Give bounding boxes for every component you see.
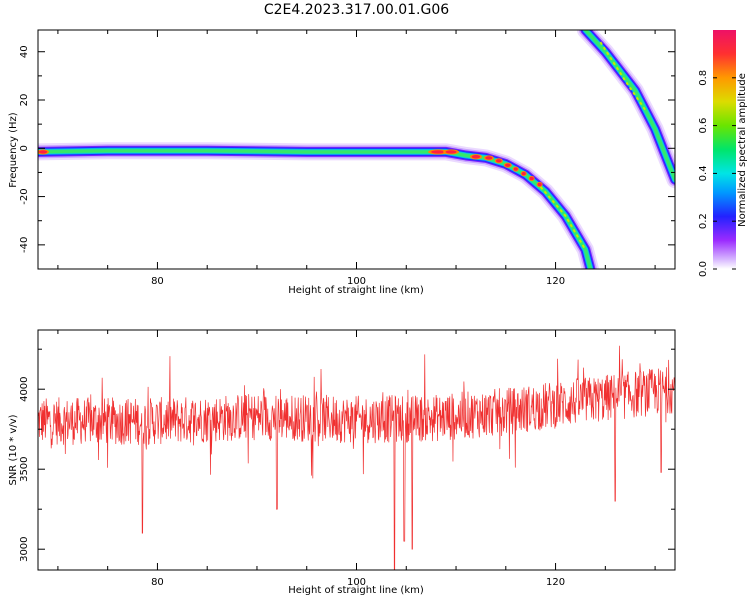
snr-xlabel: Height of straight line (km) (288, 585, 424, 596)
y-tick-label: 3500 (19, 456, 30, 481)
x-tick-label: 120 (546, 577, 565, 588)
y-tick-label: 40 (19, 45, 30, 58)
y-tick-label: 4000 (19, 376, 30, 401)
x-tick-label: 80 (151, 276, 164, 287)
y-tick-label: -40 (19, 237, 30, 253)
spectral-peak-core (431, 150, 446, 154)
snr-axes: 80 100 120 3000 3500 4000 (19, 330, 675, 588)
x-tick-label: 100 (347, 276, 366, 287)
colorbar-label: Normalized spectral amplitude (737, 73, 748, 227)
x-tick-label: 80 (151, 577, 164, 588)
colorbar-gradient (713, 30, 736, 269)
figure-title: C2E4.2023.317.00.01.G06 (263, 2, 450, 18)
spectral-peak-core (513, 167, 518, 171)
spectrogram-axes: 80 100 120 -40 -20 0 20 40 (19, 30, 675, 287)
y-tick-label: 0 (19, 145, 30, 151)
spectral-track-0 (38, 146, 595, 269)
spectral-peak-core (485, 156, 493, 160)
colorbar-tick-label: 0.6 (698, 118, 709, 134)
spectral-peak-core (504, 163, 511, 167)
colorbar-tick-label: 0.0 (698, 261, 709, 277)
spectrogram-tracks (38, 30, 675, 269)
spectral-peak-core (521, 171, 526, 176)
snr-frame (37, 329, 676, 571)
spectral-peak-core (496, 159, 502, 163)
spectral-track-1 (583, 30, 675, 182)
colorbar-ticks: 0.0 0.2 0.4 0.6 0.8 (698, 70, 736, 277)
spectral-core (539, 186, 587, 251)
x-tick-label: 100 (347, 577, 366, 588)
colorbar-tick-label: 0.2 (698, 213, 709, 229)
spectrogram-xlabel: Height of straight line (km) (288, 285, 424, 296)
spectral-peak-core (445, 150, 457, 154)
y-tick-label: 3000 (19, 536, 30, 561)
snr-series-line (38, 345, 675, 570)
spectral-peak-core (537, 182, 542, 187)
colorbar-tick-label: 0.8 (698, 70, 709, 86)
colorbar-tick-label: 0.4 (698, 165, 709, 181)
x-tick-label: 120 (546, 276, 565, 287)
colorbar: 0.0 0.2 0.4 0.6 0.8 Normalized spectral ampl… (698, 30, 748, 277)
spectrogram-panel: 80 100 120 -40 -20 0 20 40 Height of straight l… (8, 29, 676, 296)
spectral-peak-core (529, 176, 534, 181)
spectrogram-ylabel: Frequency (Hz) (8, 112, 19, 188)
y-tick-label: -20 (19, 188, 30, 204)
snr-panel: 80 100 120 3000 3500 4000 Height of straight … (8, 329, 676, 596)
spectral-peak-core (471, 155, 481, 159)
snr-ylabel: SNR (10 * v/v) (8, 414, 19, 485)
y-tick-label: 20 (19, 94, 30, 107)
spectral-peak-core (38, 150, 48, 154)
